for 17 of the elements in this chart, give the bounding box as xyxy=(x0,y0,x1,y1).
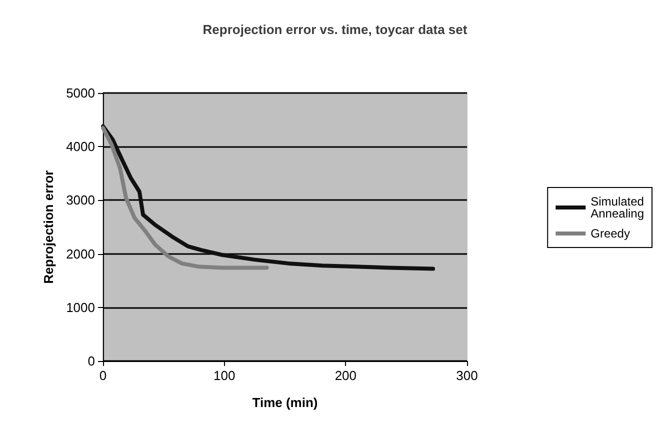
x-tick-label: 200 xyxy=(334,368,357,383)
line-series xyxy=(101,126,269,270)
x-axis-title: Time (min) xyxy=(252,395,318,410)
x-tick-label: 300 xyxy=(456,368,478,383)
line-series xyxy=(101,124,436,271)
y-tick-label: 5000 xyxy=(66,86,95,100)
legend-label: Greedy xyxy=(590,226,630,240)
y-axis-title: Reprojection error xyxy=(41,170,56,284)
x-tick-label: 0 xyxy=(99,368,107,383)
y-tick-label: 2000 xyxy=(66,246,95,262)
y-tick-label: 3000 xyxy=(66,192,95,208)
y-tick-label: 0 xyxy=(88,354,95,368)
x-tick-label: 100 xyxy=(213,368,236,383)
y-tick-label: 1000 xyxy=(66,300,95,315)
y-tick-label: 4000 xyxy=(66,139,95,154)
chart-title: Reprojection error vs. time, toycar data set xyxy=(202,22,468,37)
legend-label: Simulated Annealing xyxy=(590,194,644,220)
